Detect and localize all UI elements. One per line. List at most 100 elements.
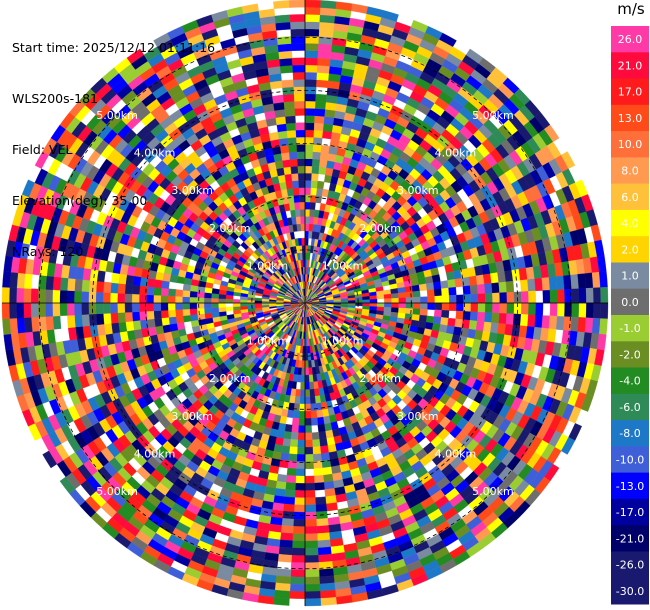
velocity-gate — [590, 224, 602, 242]
velocity-gate — [310, 410, 318, 419]
colorbar-label: -17.0 — [616, 506, 644, 519]
velocity-gate — [277, 43, 292, 53]
velocity-gate — [292, 526, 306, 535]
velocity-gate — [167, 309, 177, 318]
velocity-gate — [272, 94, 285, 104]
velocity-gate — [593, 287, 601, 304]
velocity-gate — [232, 302, 241, 307]
velocity-gate — [577, 317, 587, 333]
velocity-gate — [299, 396, 306, 405]
velocity-gate — [277, 130, 288, 140]
velocity-gate — [568, 423, 582, 441]
velocity-gate — [470, 302, 479, 313]
velocity-gate — [298, 418, 306, 426]
velocity-gate — [557, 302, 565, 317]
velocity-gate — [319, 21, 335, 31]
range-ring-label: 5.00km — [472, 485, 514, 498]
velocity-gate — [289, 591, 306, 599]
velocity-gate — [154, 279, 163, 289]
velocity-gate — [295, 122, 306, 131]
range-ring-label: 5.00km — [472, 109, 514, 122]
velocity-gate — [304, 555, 319, 563]
velocity-gate — [431, 274, 441, 283]
velocity-gate — [95, 280, 105, 293]
velocity-gate — [95, 302, 104, 315]
velocity-gate — [274, 582, 291, 592]
velocity-gate — [447, 279, 456, 289]
colorbar-label: 2.0 — [621, 243, 639, 256]
velocity-gate — [290, 209, 297, 218]
velocity-gate — [146, 302, 154, 312]
velocity-gate — [448, 287, 457, 296]
velocity-gate — [304, 180, 312, 188]
velocity-gate — [276, 36, 292, 45]
velocity-gate — [117, 283, 126, 294]
velocity-gate — [304, 497, 316, 506]
velocity-gate — [585, 287, 594, 304]
velocity-gate — [284, 423, 293, 433]
velocity-gate — [304, 187, 312, 196]
header-info: Start time: 2025/12/12 01:11:16 WLS200s-… — [12, 5, 215, 277]
velocity-gate — [189, 302, 198, 310]
velocity-gate — [376, 302, 385, 308]
velocity-gate — [318, 29, 334, 38]
velocity-gate — [535, 302, 544, 316]
velocity-gate — [174, 302, 183, 310]
instrument-name: WLS200s-181 — [12, 91, 98, 106]
velocity-gate — [482, 321, 492, 333]
velocity-gate — [320, 597, 337, 606]
velocity-gate — [593, 302, 601, 319]
velocity-gate — [570, 316, 579, 332]
velocity-gate — [316, 532, 331, 541]
velocity-gate — [74, 314, 83, 328]
range-ring-label: 4.00km — [435, 147, 477, 160]
velocity-gate — [304, 50, 319, 59]
velocity-gate — [304, 454, 314, 462]
velocity-gate — [398, 297, 407, 304]
field-name: Field: VEL — [12, 142, 73, 157]
velocity-gate — [417, 277, 427, 286]
elevation: Elevation(deg): 35.00 — [12, 193, 148, 208]
velocity-gate — [239, 302, 248, 307]
velocity-gate — [304, 144, 314, 152]
velocity-gate — [45, 289, 53, 304]
velocity-gate — [316, 79, 329, 88]
velocity-gate — [189, 308, 198, 316]
velocity-gate — [281, 445, 291, 454]
velocity-gate — [294, 201, 301, 210]
velocity-gate — [433, 288, 443, 297]
velocity-gate — [477, 302, 486, 313]
velocity-gate — [111, 322, 120, 334]
velocity-gate — [475, 274, 485, 286]
velocity-gate — [132, 275, 142, 286]
velocity-gate — [456, 302, 464, 312]
velocity-gate — [308, 367, 313, 376]
velocity-gate — [391, 302, 399, 309]
velocity-gate — [433, 309, 443, 318]
velocity-gate — [316, 416, 325, 426]
velocity-gate — [320, 452, 330, 461]
velocity-gate — [9, 317, 19, 335]
velocity-gate — [318, 43, 333, 53]
velocity-gate — [433, 281, 442, 290]
velocity-gate — [319, 582, 336, 592]
velocity-gate — [405, 291, 414, 298]
velocity-gate — [16, 317, 26, 334]
velocity-gate — [132, 320, 142, 331]
velocity-gate — [355, 299, 363, 304]
velocity-gate — [81, 302, 90, 315]
velocity-gate — [304, 7, 321, 15]
velocity-gate — [319, 159, 328, 168]
velocity-gate — [304, 216, 310, 224]
velocity-gate — [295, 475, 306, 484]
velocity-gate — [434, 295, 443, 304]
velocity-gate — [499, 302, 508, 314]
velocity-gate — [548, 315, 558, 330]
velocity-gate — [218, 302, 226, 308]
velocity-gate — [291, 555, 306, 563]
velocity-gate — [59, 277, 69, 291]
velocity-gate — [300, 382, 306, 390]
velocity-gate — [118, 321, 128, 333]
velocity-gate — [425, 282, 435, 291]
